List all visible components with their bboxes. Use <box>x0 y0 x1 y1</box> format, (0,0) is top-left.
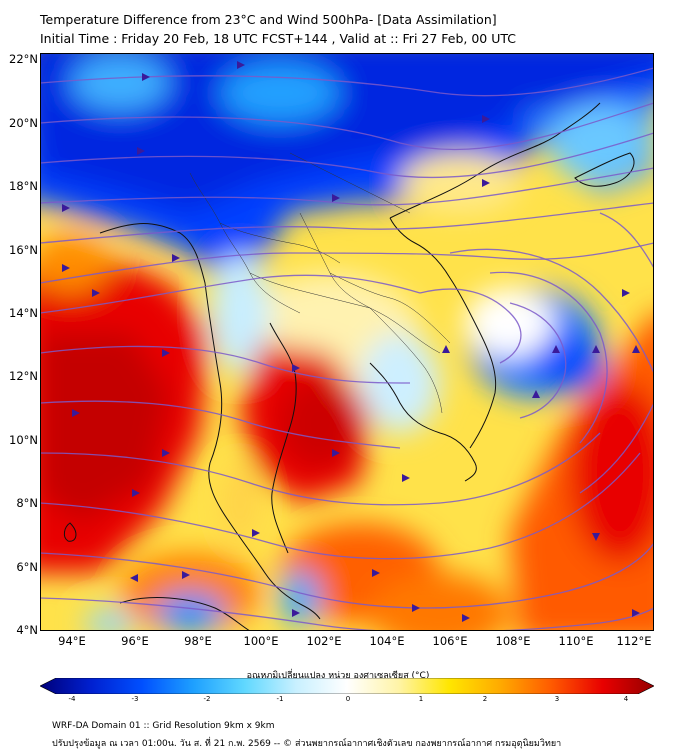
lat-label-16n: 16°N <box>9 243 38 257</box>
colorbar-tick: 3 <box>554 695 560 703</box>
lat-label-22n: 22°N <box>9 52 38 66</box>
colorbar <box>40 678 654 694</box>
map-title: Temperature Difference from 23°C and Win… <box>40 12 497 27</box>
lon-label-94e: 94°E <box>58 634 86 648</box>
model-info: WRF-DA Domain 01 :: Grid Resolution 9km … <box>52 721 275 731</box>
lat-label-6n: 6°N <box>16 560 38 574</box>
lon-label-108e: 108°E <box>495 634 531 648</box>
lat-label-14n: 14°N <box>9 306 38 320</box>
lon-label-112e: 112°E <box>616 634 652 648</box>
lat-label-20n: 20°N <box>9 116 38 130</box>
lon-label-106e: 106°E <box>432 634 468 648</box>
lon-label-98e: 98°E <box>184 634 212 648</box>
wind-arrows <box>62 61 640 622</box>
lon-label-102e: 102°E <box>306 634 342 648</box>
map-frame <box>40 53 654 631</box>
colorbar-title: อุณหภูมิเปลี่ยนแปลง หน่วย องศาเซลเซียส (… <box>246 671 430 681</box>
colorbar-tick: -1 <box>276 695 284 703</box>
lat-label-12n: 12°N <box>9 369 38 383</box>
colorbar-tick: 0 <box>345 695 351 703</box>
colorbar-tick: -3 <box>131 695 139 703</box>
update-credit: ปรับปรุงข้อมูล ณ เวลา 01:00น. วัน ส. ที่… <box>52 739 562 749</box>
map-subtitle: Initial Time : Friday 20 Feb, 18 UTC FCS… <box>40 31 517 46</box>
wind-streamlines <box>40 67 654 631</box>
colorbar-tick: -2 <box>203 695 211 703</box>
colorbar-tick: 2 <box>482 695 488 703</box>
colorbar-tick: -4 <box>68 695 76 703</box>
lat-label-4n: 4°N <box>16 623 38 637</box>
lon-label-100e: 100°E <box>243 634 279 648</box>
colorbar-tick: 1 <box>418 695 424 703</box>
lon-label-96e: 96°E <box>121 634 149 648</box>
lat-label-8n: 8°N <box>16 496 38 510</box>
lat-label-18n: 18°N <box>9 179 38 193</box>
lat-label-10n: 10°N <box>9 433 38 447</box>
temperature-wind-map <box>40 53 654 631</box>
lon-label-110e: 110°E <box>558 634 594 648</box>
colorbar-tick: 4 <box>623 695 629 703</box>
lon-label-104e: 104°E <box>369 634 405 648</box>
